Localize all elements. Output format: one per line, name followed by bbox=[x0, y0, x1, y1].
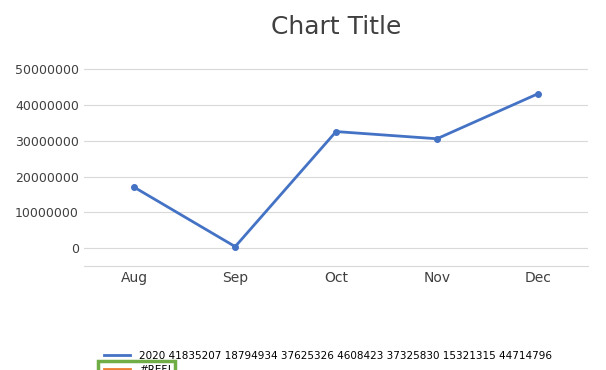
Legend: 2020 41835207 18794934 37625326 4608423 37325830 15321315 44714796, #REF!, 2020 : 2020 41835207 18794934 37625326 4608423 … bbox=[99, 346, 557, 370]
Title: Chart Title: Chart Title bbox=[271, 15, 401, 39]
